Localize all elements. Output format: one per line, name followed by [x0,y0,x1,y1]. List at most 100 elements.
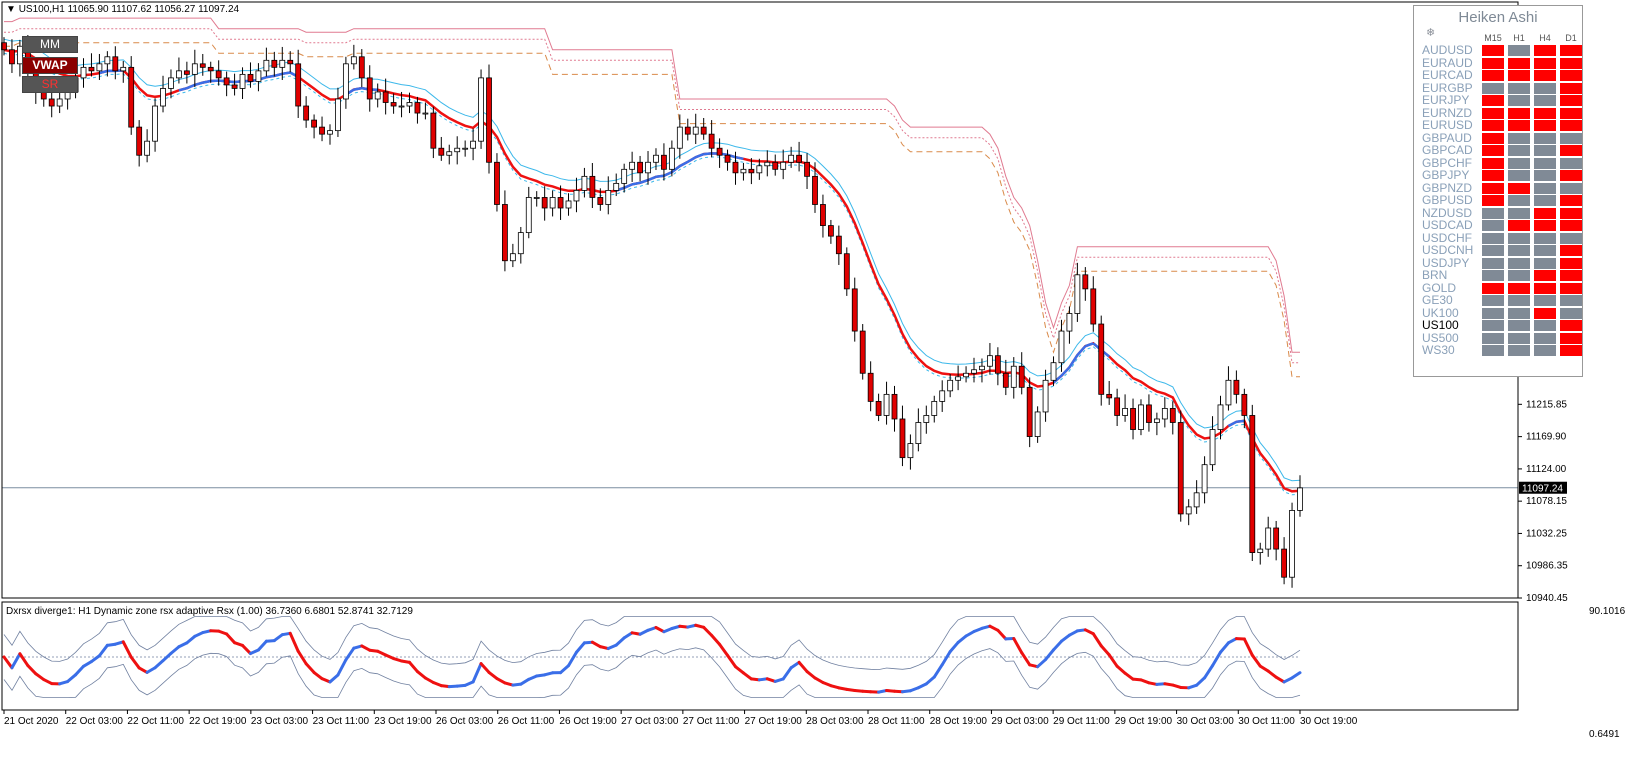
heiken-cell [1482,233,1504,244]
current-price-label: 11097.24 [1522,484,1563,495]
heiken-symbol-usdjpy[interactable]: USDJPY [1422,257,1482,269]
heiken-cell [1560,220,1582,231]
candle-body [1186,507,1191,514]
heiken-symbol-uk100[interactable]: UK100 [1422,307,1482,319]
heiken-cell [1508,345,1530,356]
heiken-cell [1560,133,1582,144]
heiken-symbol-usdchf[interactable]: USDCHF [1422,232,1482,244]
candle-body [200,64,205,68]
heiken-symbol-audusd[interactable]: AUDUSD [1422,44,1482,56]
candle-body [693,127,698,134]
candle-body [1043,380,1048,412]
candle-body [590,176,595,197]
heiken-cell [1534,208,1556,219]
candle-body [479,78,484,141]
candle-body [828,226,833,237]
heiken-symbol-brn[interactable]: BRN [1422,269,1482,281]
candle-body [582,176,587,190]
candle-body [1115,398,1120,416]
heiken-cell [1508,220,1530,231]
candle-body [1027,387,1032,436]
heiken-cell [1560,295,1582,306]
candle-body [494,162,499,204]
candle-body [820,204,825,225]
heiken-symbol-eurnzd[interactable]: EURNZD [1422,107,1482,119]
candle-body [924,415,929,422]
candle-body [224,78,229,85]
candle-body [1162,408,1167,419]
heiken-symbol-usdcnh[interactable]: USDCNH [1422,244,1482,256]
heiken-cell [1560,195,1582,206]
heiken-cell [1482,58,1504,69]
heiken-cell [1560,108,1582,119]
settings-icon[interactable]: ❄ [1426,26,1435,39]
heiken-symbol-ws30[interactable]: WS30 [1422,344,1482,356]
candle-body [1035,412,1040,437]
heiken-cell [1508,70,1530,81]
candle-body [1290,510,1295,577]
heiken-cell [1482,308,1504,319]
heiken-symbol-nzdusd[interactable]: NZDUSD [1422,207,1482,219]
chart-menu-triangle-icon[interactable]: ▼ [6,4,16,15]
heiken-symbol-gbpjpy[interactable]: GBPJPY [1422,169,1482,181]
heiken-cell [1560,308,1582,319]
price-tick-label: 11078.15 [1526,496,1567,507]
candle-body [932,401,937,415]
candle-body [335,99,340,131]
heiken-symbol-euraud[interactable]: EURAUD [1422,57,1482,69]
candle-body [542,197,547,208]
heiken-symbol-us100[interactable]: US100 [1422,319,1482,331]
candle-body [184,71,189,75]
candle-body [948,380,953,391]
heiken-cell [1482,220,1504,231]
heiken-symbol-us500[interactable]: US500 [1422,332,1482,344]
heiken-cell [1482,270,1504,281]
heiken-cell [1508,145,1530,156]
heiken-symbol-gbpusd[interactable]: GBPUSD [1422,194,1482,206]
heiken-symbol-eurjpy[interactable]: EURJPY [1422,94,1482,106]
candle-body [105,57,110,64]
candle-body [41,92,46,99]
time-tick-label: 27 Oct 19:00 [745,716,803,727]
heiken-symbol-gbpcad[interactable]: GBPCAD [1422,144,1482,156]
heiken-symbol-eurcad[interactable]: EURCAD [1422,69,1482,81]
heiken-column-d1: D1 [1559,33,1583,43]
heiken-cell [1534,220,1556,231]
price-tick-label: 11032.25 [1526,528,1567,539]
candle-body [471,141,476,148]
vwap-button[interactable]: VWAP [22,57,78,74]
candle-body [884,394,889,415]
time-tick-label: 21 Oct 2020 [4,716,59,727]
candle-body [320,127,325,134]
heiken-cell [1508,283,1530,294]
candle-body [1099,324,1104,394]
heiken-cell [1560,283,1582,294]
heiken-symbol-gbpaud[interactable]: GBPAUD [1422,132,1482,144]
candle-body [550,197,555,208]
heiken-symbol-gbpchf[interactable]: GBPCHF [1422,157,1482,169]
time-tick-label: 29 Oct 11:00 [1053,716,1110,727]
heiken-cell [1534,83,1556,94]
heiken-cell [1560,45,1582,56]
candle-body [622,169,627,183]
heiken-symbol-eurgbp[interactable]: EURGBP [1422,82,1482,94]
candle-body [121,67,126,71]
candle-body [9,50,14,64]
heiken-symbol-gbpnzd[interactable]: GBPNZD [1422,182,1482,194]
time-tick-label: 23 Oct 03:00 [251,716,309,727]
candle-body [598,197,603,204]
mm-button[interactable]: MM [22,36,78,53]
heiken-symbol-ge30[interactable]: GE30 [1422,294,1482,306]
heiken-symbol-eurusd[interactable]: EURUSD [1422,119,1482,131]
sr-button[interactable]: SR [22,76,78,93]
candle-body [797,155,802,162]
candle-body [81,67,86,78]
candle-body [1138,405,1143,430]
candle-body [1194,493,1199,507]
heiken-symbol-usdcad[interactable]: USDCAD [1422,219,1482,231]
heiken-cell [1508,45,1530,56]
heiken-symbol-gold[interactable]: GOLD [1422,282,1482,294]
indicator-axis-top: 90.1016 [1589,606,1625,617]
